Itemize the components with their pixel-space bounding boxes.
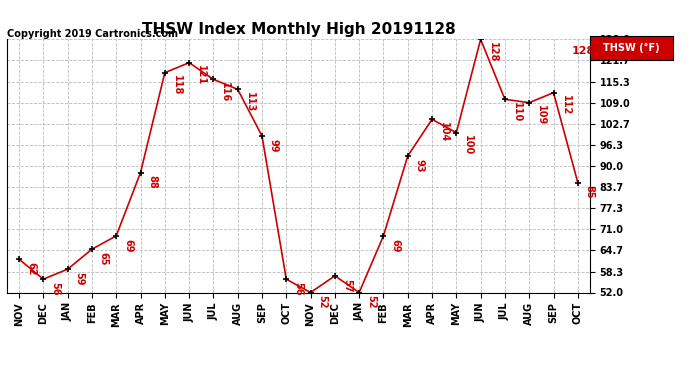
Text: 112: 112 — [560, 96, 571, 116]
Title: THSW Index Monthly High 20191128: THSW Index Monthly High 20191128 — [141, 22, 455, 37]
Text: 88: 88 — [148, 176, 157, 189]
Text: Copyright 2019 Cartronics.com: Copyright 2019 Cartronics.com — [7, 29, 178, 39]
Text: 99: 99 — [269, 139, 279, 152]
Text: 52: 52 — [366, 295, 376, 309]
Text: 100: 100 — [463, 135, 473, 156]
Text: 56: 56 — [50, 282, 60, 296]
Text: 109: 109 — [536, 105, 546, 126]
Text: 128: 128 — [571, 46, 595, 56]
Text: 110: 110 — [512, 102, 522, 122]
Text: 118: 118 — [172, 75, 181, 96]
Text: THSW (°F): THSW (°F) — [603, 43, 660, 53]
Text: 121: 121 — [196, 66, 206, 86]
Text: 85: 85 — [584, 185, 595, 199]
Text: 62: 62 — [26, 262, 36, 276]
Text: 69: 69 — [124, 238, 133, 252]
Text: 116: 116 — [220, 82, 230, 102]
Text: 57: 57 — [342, 279, 352, 292]
Text: 65: 65 — [99, 252, 109, 266]
Text: 56: 56 — [293, 282, 303, 296]
Text: 104: 104 — [439, 122, 449, 142]
Text: 128: 128 — [488, 42, 497, 63]
Text: 69: 69 — [391, 238, 400, 252]
Text: 93: 93 — [415, 159, 424, 172]
Text: 52: 52 — [317, 295, 328, 309]
Text: 113: 113 — [245, 92, 255, 112]
Text: 59: 59 — [75, 272, 85, 285]
